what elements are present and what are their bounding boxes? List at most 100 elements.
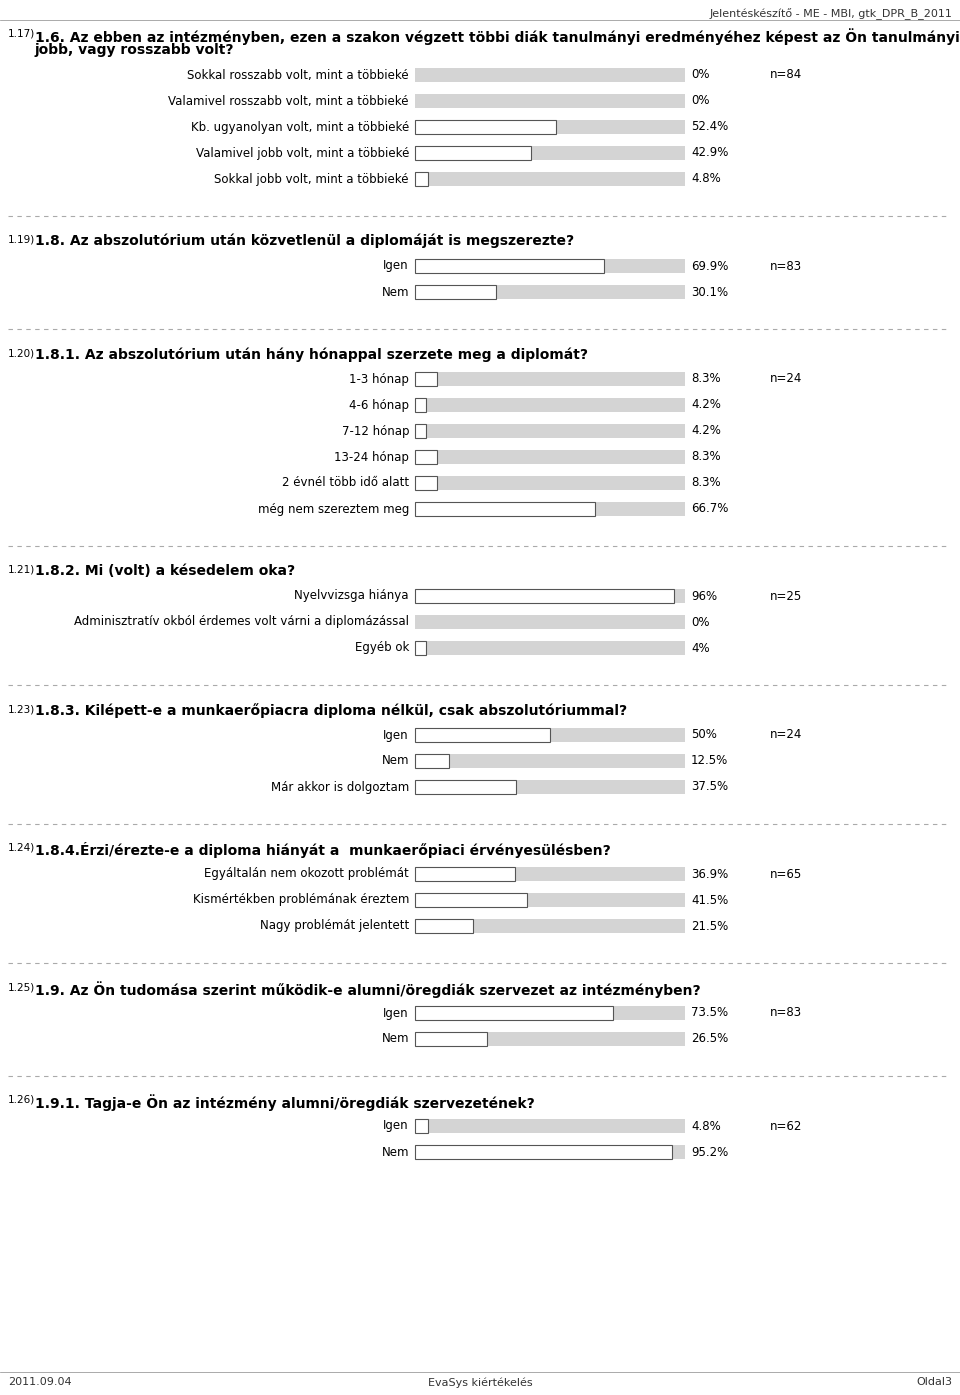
Text: 50%: 50% [691, 728, 717, 742]
Bar [415, 640, 685, 656]
Text: 4.2%: 4.2% [691, 424, 721, 438]
Bar [415, 1032, 685, 1046]
Text: 26.5%: 26.5% [691, 1032, 729, 1045]
Bar [415, 893, 685, 907]
Bar [415, 451, 438, 465]
Text: Sokkal jobb volt, mint a többieké: Sokkal jobb volt, mint a többieké [214, 173, 409, 186]
Bar [415, 424, 685, 438]
Text: 21.5%: 21.5% [691, 919, 729, 932]
Bar [415, 372, 685, 386]
Text: 42.9%: 42.9% [691, 146, 729, 159]
Text: 30.1%: 30.1% [691, 286, 728, 299]
Text: Kismértékben problémának éreztem: Kismértékben problémának éreztem [193, 894, 409, 907]
Text: 0%: 0% [691, 95, 709, 107]
Text: n=84: n=84 [770, 68, 803, 81]
Text: 13-24 hónap: 13-24 hónap [334, 451, 409, 463]
Bar [415, 93, 685, 107]
Bar [415, 780, 685, 794]
Text: Nem: Nem [381, 1032, 409, 1045]
Bar [415, 755, 448, 769]
Text: 73.5%: 73.5% [691, 1007, 728, 1020]
Text: 1.8.2. Mi (volt) a késedelem oka?: 1.8.2. Mi (volt) a késedelem oka? [35, 564, 295, 578]
Text: jobb, vagy rosszabb volt?: jobb, vagy rosszabb volt? [35, 43, 234, 57]
Bar [415, 1145, 685, 1159]
Bar [415, 120, 685, 134]
Text: 41.5%: 41.5% [691, 894, 729, 907]
Bar [415, 502, 595, 516]
Bar [415, 120, 557, 134]
Bar [415, 1119, 685, 1133]
Text: Sokkal rosszabb volt, mint a többieké: Sokkal rosszabb volt, mint a többieké [187, 68, 409, 81]
Bar [415, 919, 473, 933]
Bar [415, 780, 516, 794]
Text: még nem szereztem meg: még nem szereztem meg [257, 502, 409, 516]
Bar [415, 476, 438, 490]
Text: 1.9. Az Ön tudomása szerint működik-e alumni/öregdiák szervezet az intézményben?: 1.9. Az Ön tudomása szerint működik-e al… [35, 981, 701, 997]
Bar [415, 1006, 685, 1020]
Bar [415, 728, 550, 742]
Bar [415, 1119, 428, 1133]
Text: 66.7%: 66.7% [691, 502, 729, 516]
Text: 1.6. Az ebben az intézményben, ezen a szakon végzett többi diák tanulmányi eredm: 1.6. Az ebben az intézményben, ezen a sz… [35, 28, 960, 45]
Text: 1.17): 1.17) [8, 29, 36, 39]
Text: 8.3%: 8.3% [691, 451, 721, 463]
Bar [415, 424, 426, 438]
Text: Egyéb ok: Egyéb ok [354, 642, 409, 654]
Text: Nagy problémát jelentett: Nagy problémát jelentett [260, 919, 409, 932]
Text: Igen: Igen [383, 728, 409, 742]
Text: 12.5%: 12.5% [691, 755, 729, 767]
Text: Valamivel jobb volt, mint a többieké: Valamivel jobb volt, mint a többieké [196, 146, 409, 159]
Text: EvaSys kiértékelés: EvaSys kiértékelés [428, 1377, 532, 1388]
Text: 4.8%: 4.8% [691, 173, 721, 186]
Bar [415, 146, 685, 160]
Text: 36.9%: 36.9% [691, 868, 729, 880]
Bar [415, 372, 438, 386]
Text: Igen: Igen [383, 1120, 409, 1133]
Text: 4.2%: 4.2% [691, 399, 721, 412]
Text: 69.9%: 69.9% [691, 259, 729, 272]
Text: Nyelvvizsga hiánya: Nyelvvizsga hiánya [295, 590, 409, 603]
Text: 1.23): 1.23) [8, 704, 36, 714]
Text: 2011.09.04: 2011.09.04 [8, 1377, 72, 1387]
Text: 1.8. Az abszolutórium után közvetlenül a diplomáját is megszerezte?: 1.8. Az abszolutórium után közvetlenül a… [35, 234, 574, 248]
Text: 4.8%: 4.8% [691, 1120, 721, 1133]
Text: 52.4%: 52.4% [691, 120, 729, 134]
Text: 1.24): 1.24) [8, 843, 36, 852]
Text: 1.19): 1.19) [8, 234, 36, 246]
Text: Nem: Nem [381, 286, 409, 299]
Bar [415, 755, 685, 769]
Text: 2 évnél több idő alatt: 2 évnél több idő alatt [282, 477, 409, 490]
Text: 4-6 hónap: 4-6 hónap [349, 399, 409, 412]
Bar [415, 172, 685, 186]
Bar [415, 451, 685, 465]
Text: n=25: n=25 [770, 590, 803, 603]
Text: 96%: 96% [691, 590, 717, 603]
Text: 1.25): 1.25) [8, 982, 36, 992]
Text: 1.8.3. Kilépett-e a munkaerőpiacra diploma nélkül, csak abszolutóriummal?: 1.8.3. Kilépett-e a munkaerőpiacra diplo… [35, 703, 627, 718]
Text: 4%: 4% [691, 642, 709, 654]
Bar [415, 615, 685, 629]
Bar [415, 919, 685, 933]
Bar [415, 172, 428, 186]
Text: Már akkor is dolgoztam: Már akkor is dolgoztam [271, 780, 409, 794]
Bar [415, 68, 685, 82]
Text: 7-12 hónap: 7-12 hónap [342, 424, 409, 438]
Bar [415, 398, 685, 412]
Bar [415, 502, 685, 516]
Text: Nem: Nem [381, 1145, 409, 1158]
Text: 1.8.1. Az abszolutórium után hány hónappal szerzete meg a diplomát?: 1.8.1. Az abszolutórium után hány hónapp… [35, 347, 588, 361]
Text: Valamivel rosszabb volt, mint a többieké: Valamivel rosszabb volt, mint a többieké [169, 95, 409, 107]
Bar [415, 259, 604, 273]
Bar [415, 146, 531, 160]
Text: Nem: Nem [381, 755, 409, 767]
Bar [415, 868, 685, 882]
Bar [415, 728, 685, 742]
Text: 37.5%: 37.5% [691, 780, 728, 794]
Text: Igen: Igen [383, 1007, 409, 1020]
Text: 1.9.1. Tagja-e Ön az intézmény alumni/öregdiák szervezetének?: 1.9.1. Tagja-e Ön az intézmény alumni/ör… [35, 1094, 535, 1110]
Text: n=65: n=65 [770, 868, 803, 880]
Text: n=24: n=24 [770, 728, 803, 742]
Text: n=62: n=62 [770, 1120, 803, 1133]
Text: 1.20): 1.20) [8, 347, 36, 359]
Text: 8.3%: 8.3% [691, 372, 721, 385]
